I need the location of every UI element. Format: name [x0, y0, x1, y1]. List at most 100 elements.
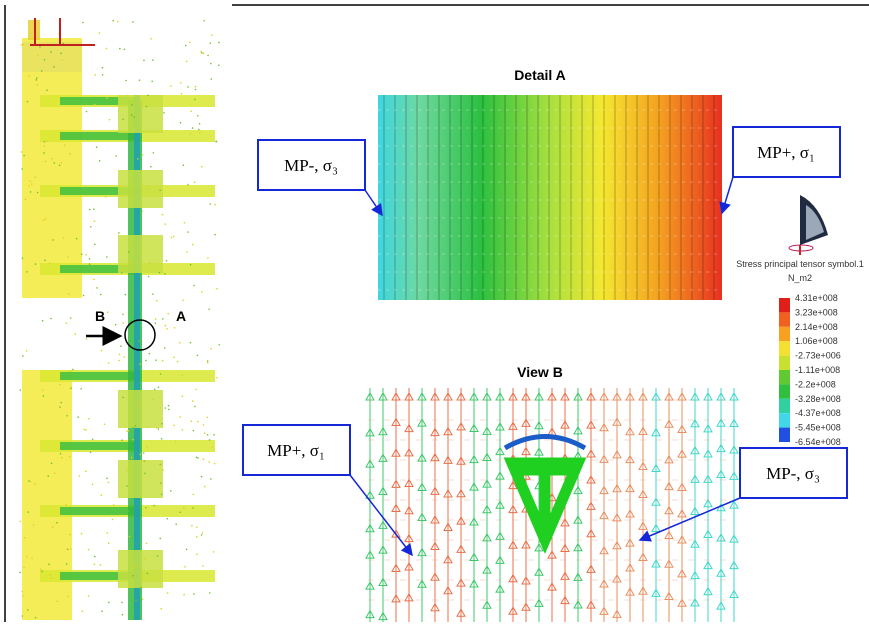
- dot: [175, 523, 177, 525]
- dot: [180, 82, 182, 84]
- dot: [148, 188, 150, 190]
- dot: [201, 534, 203, 536]
- dot: [94, 556, 96, 558]
- dot: [164, 273, 166, 275]
- dot: [56, 601, 58, 603]
- dot: [147, 94, 149, 96]
- dot: [37, 54, 39, 56]
- dot: [210, 42, 212, 44]
- dot: [54, 472, 56, 474]
- dot: [90, 226, 92, 228]
- dot: [122, 614, 124, 616]
- dot: [101, 350, 103, 352]
- dot: [105, 196, 107, 198]
- callout-text: MP-, σ₃: [766, 464, 820, 483]
- dot: [101, 494, 103, 496]
- legend-label: -3.28e+008: [795, 394, 841, 404]
- dot: [115, 155, 117, 157]
- dot: [193, 593, 195, 595]
- legend-label: -4.37e+008: [795, 408, 841, 418]
- dot: [106, 477, 108, 479]
- dot: [146, 446, 148, 448]
- dot: [69, 456, 71, 458]
- dot: [37, 192, 39, 194]
- dot: [104, 423, 106, 425]
- dot: [190, 133, 192, 135]
- dot: [43, 152, 45, 154]
- figure: B A Detail A View B Stress principal ten…: [0, 0, 869, 625]
- dot: [61, 457, 63, 459]
- dot: [186, 61, 188, 63]
- dot: [167, 592, 169, 594]
- dot: [50, 318, 52, 320]
- colorbar-segment: [779, 327, 790, 341]
- dot: [150, 38, 152, 40]
- colorbar-segment: [779, 312, 790, 326]
- dot: [113, 504, 115, 506]
- dot: [61, 59, 63, 61]
- dot: [128, 251, 130, 253]
- dot: [152, 293, 154, 295]
- dot: [108, 602, 110, 604]
- dot: [86, 111, 88, 113]
- dot: [190, 111, 192, 113]
- dot: [209, 203, 211, 205]
- dot: [50, 575, 52, 577]
- dot: [85, 429, 87, 431]
- dot: [30, 481, 32, 483]
- dot: [213, 434, 215, 436]
- dot: [106, 256, 108, 258]
- dot: [27, 609, 29, 611]
- dot: [158, 386, 160, 388]
- dot: [152, 399, 154, 401]
- dot: [147, 572, 149, 574]
- dot: [47, 475, 49, 477]
- dot: [161, 463, 163, 465]
- dot: [127, 470, 129, 472]
- dot: [80, 388, 82, 390]
- dot: [199, 132, 201, 134]
- dot: [121, 439, 123, 441]
- dot: [60, 402, 62, 404]
- dot: [201, 291, 203, 293]
- dot: [175, 441, 177, 443]
- callout-arrow: [350, 475, 412, 555]
- dot: [28, 480, 30, 482]
- legend-title: Stress principal tensor symbol.1: [736, 259, 864, 269]
- dot: [187, 86, 189, 88]
- dot: [207, 434, 209, 436]
- dot: [214, 234, 216, 236]
- dot: [21, 168, 23, 170]
- dot: [99, 269, 101, 271]
- dot: [65, 504, 67, 506]
- dot: [22, 355, 24, 357]
- dot: [92, 439, 94, 441]
- dot: [170, 490, 172, 492]
- dot: [197, 421, 199, 423]
- dot: [108, 542, 110, 544]
- dot: [183, 507, 185, 509]
- dot: [43, 395, 45, 397]
- dot: [204, 486, 206, 488]
- callout-text: MP+, σ₁: [757, 143, 815, 162]
- dot: [70, 317, 72, 319]
- dot: [156, 300, 158, 302]
- dot: [139, 363, 141, 365]
- dot: [183, 594, 185, 596]
- dot: [61, 162, 63, 164]
- dot: [194, 99, 196, 101]
- dot: [193, 430, 195, 432]
- dot: [119, 513, 121, 515]
- dot: [83, 193, 85, 195]
- dot: [99, 32, 101, 34]
- dot: [160, 608, 162, 610]
- dot: [194, 406, 196, 408]
- dot: [165, 223, 167, 225]
- dot: [144, 558, 146, 560]
- dot: [43, 219, 45, 221]
- dot: [208, 308, 210, 310]
- dot: [155, 322, 157, 324]
- dot: [26, 271, 28, 273]
- dot: [85, 470, 87, 472]
- dot: [89, 209, 91, 211]
